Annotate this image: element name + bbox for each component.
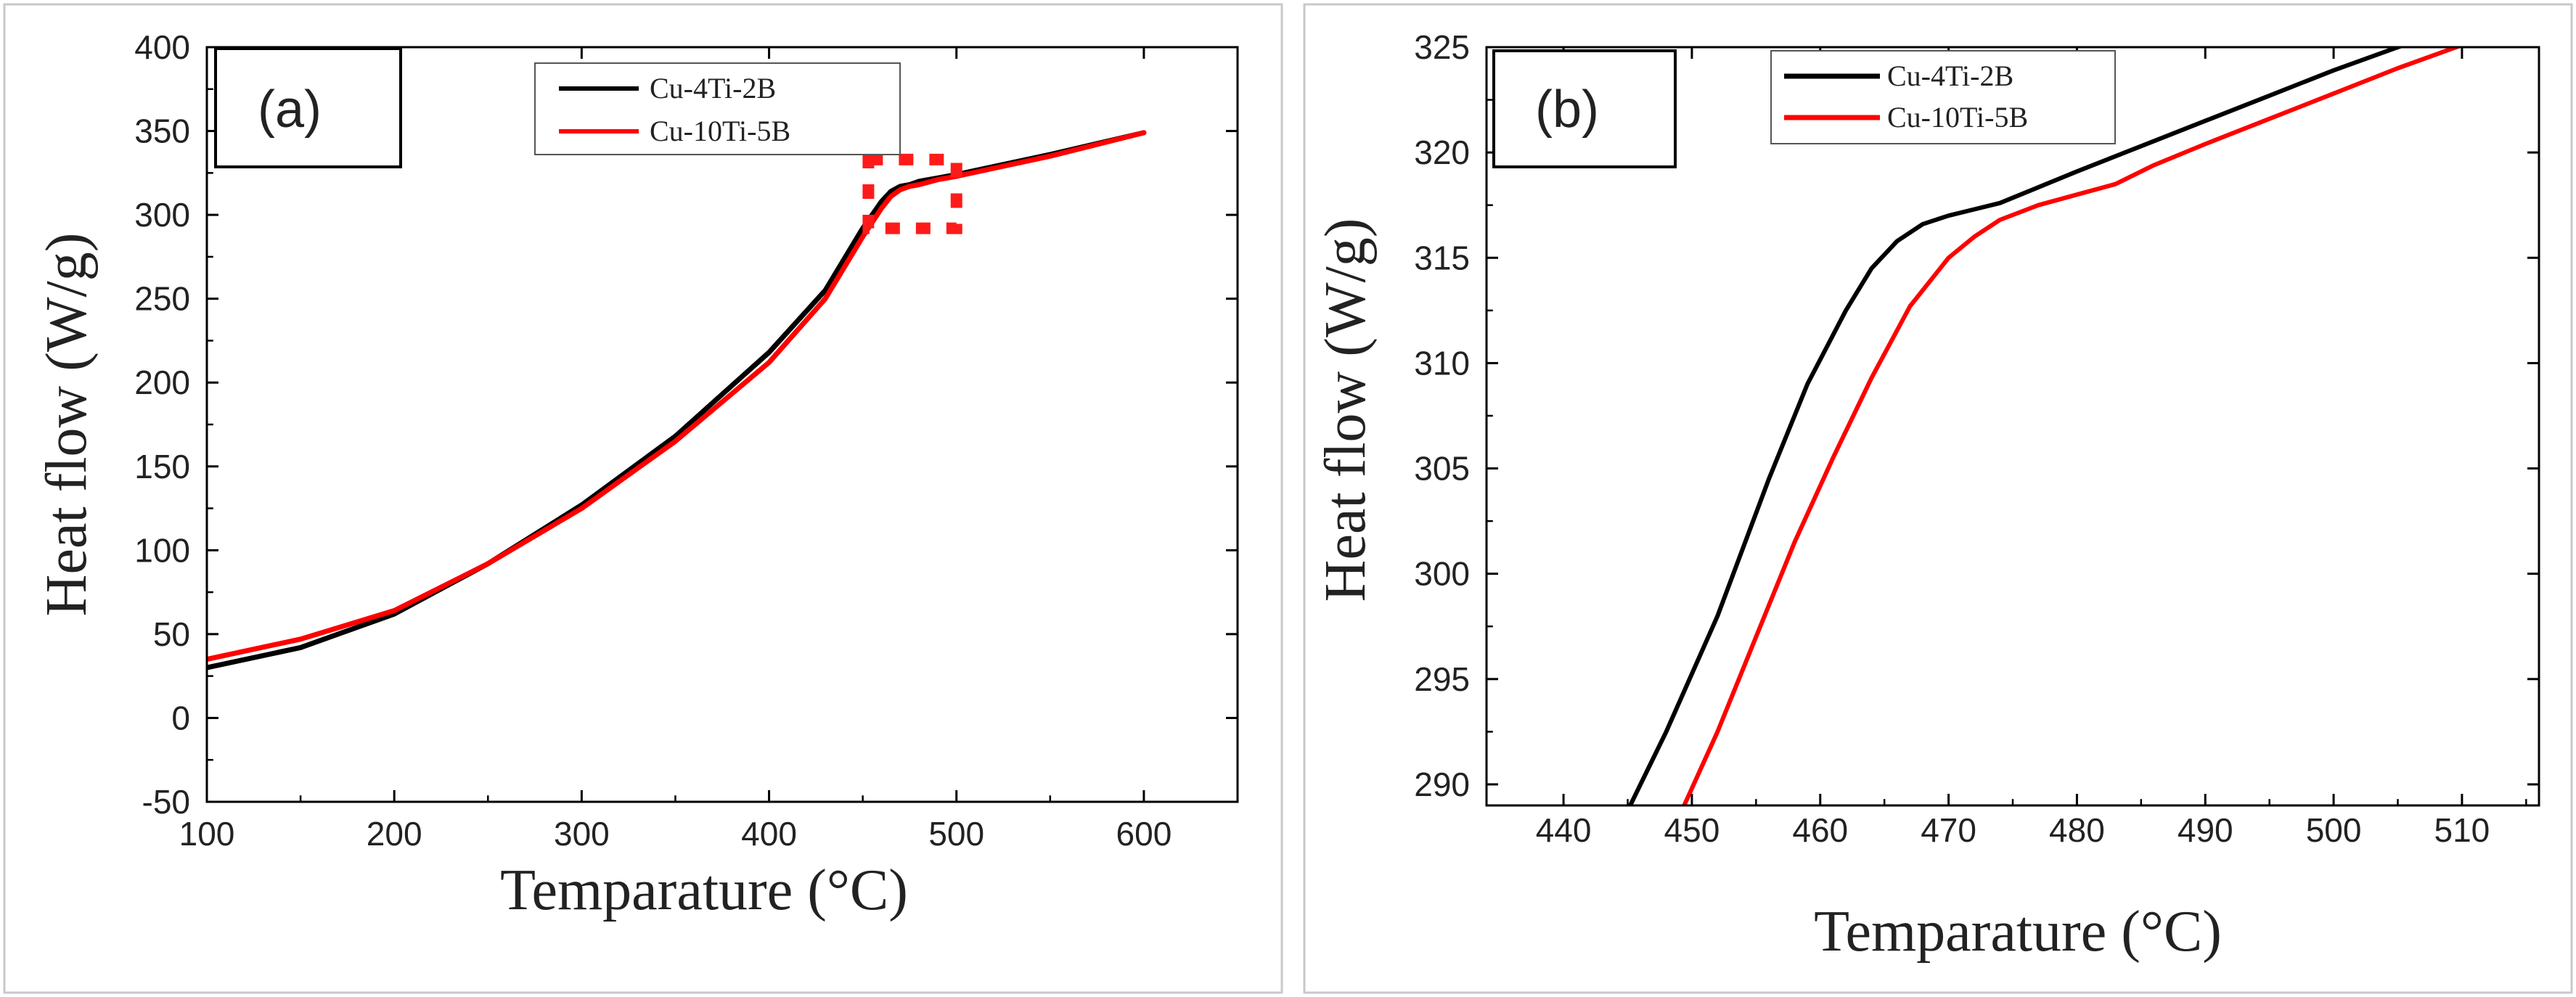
panel-a-y-axis-title: Heat flow (W/g)	[35, 233, 99, 617]
panel-a-tag: (a)	[258, 81, 322, 139]
panel-a-legend-label-2: Cu-10Ti-5B	[650, 115, 790, 147]
panel-a-y-tick-label--50: -50	[142, 783, 190, 821]
panel-a-highlight-rect	[862, 153, 962, 234]
panel-b-x-tick-label-510: 510	[2434, 811, 2490, 849]
panel-a-y-tick-label-0: 0	[171, 699, 190, 737]
panel-a-legend-label-1: Cu-4Ti-2B	[650, 72, 776, 104]
panel-b-x-tick-label-470: 470	[1921, 811, 1976, 849]
panel-a-x-tick-label-600: 600	[1116, 815, 1172, 853]
panel-a-legend-box	[534, 62, 901, 155]
panel-a-x-tick-label-100: 100	[179, 815, 235, 853]
panel-b-y-tick-label-305: 305	[1414, 450, 1470, 488]
panel-b-tag: (b)	[1535, 81, 1599, 139]
panel-b-y-tick-label-315: 315	[1414, 239, 1470, 276]
panel-b-x-tick-label-450: 450	[1664, 811, 1720, 849]
panel-b: 440 450 460 470 480 490 500 510 290 295 300 305 310 3…	[1303, 3, 2573, 994]
panel-b-frame	[1303, 3, 2573, 994]
panel-b-y-tick-label-290: 290	[1414, 766, 1470, 803]
panel-a-ticks: 100 200 300 400 500 600 -50 0 50 100 150 200 250 300 3…	[134, 28, 1239, 853]
panel-a-highlight-box	[862, 153, 962, 234]
panel-b-y-tick-label-295: 295	[1414, 660, 1470, 698]
panel-b-y-tick-label-325: 325	[1414, 28, 1470, 66]
panel-b-legend-label-1: Cu-4Ti-2B	[1887, 60, 2013, 92]
panel-b-x-tick-label-500: 500	[2306, 811, 2362, 849]
panel-a-x-tick-label-200: 200	[367, 815, 422, 853]
panel-a-x-tick-label-500: 500	[928, 815, 984, 853]
panel-b-series-line-2	[1682, 47, 2463, 805]
panel-a-legend: Cu-4Ti-2B Cu-10Ti-5B	[534, 62, 901, 155]
panel-b-y-tick-label-310: 310	[1414, 344, 1470, 382]
panel-a-tag-box	[214, 47, 402, 168]
panel-b-y-axis-title: Heat flow (W/g)	[1314, 218, 1378, 602]
panel-a-y-tick-label-150: 150	[134, 448, 190, 485]
panel-b-legend-label-2: Cu-10Ti-5B	[1887, 101, 2028, 134]
panel-a-frame	[3, 3, 1283, 994]
panel-b-x-tick-label-460: 460	[1792, 811, 1848, 849]
panel-b-y-tick-label-300: 300	[1414, 555, 1470, 593]
panel-b-x-tick-label-440: 440	[1536, 811, 1592, 849]
panel-a-y-tick-label-100: 100	[134, 531, 190, 569]
panel-b-series-line-1	[1628, 47, 2405, 805]
panel-a-y-tick-label-300: 300	[134, 196, 190, 234]
panel-a-y-tick-label-400: 400	[134, 28, 190, 66]
panel-a-x-tick-label-300: 300	[554, 815, 610, 853]
panel-b-y-tick-label-320: 320	[1414, 134, 1470, 171]
panel-b-x-axis-title: Temparature (°C)	[1814, 900, 2222, 964]
panel-b-series	[1628, 47, 2463, 805]
panel-a-y-tick-label-50: 50	[153, 615, 190, 653]
panel-a-y-tick-label-250: 250	[134, 280, 190, 318]
panel-b-ticks: 440 450 460 470 480 490 500 510 290 295 300 305 310 3…	[1414, 28, 2539, 849]
panel-b-legend: Cu-4Ti-2B Cu-10Ti-5B	[1770, 50, 2116, 144]
panel-a-x-axis-title: Temparature (°C)	[500, 858, 908, 922]
panel-a-y-tick-label-350: 350	[134, 112, 190, 150]
panel-b-tag-box	[1492, 49, 1677, 168]
panel-b-x-tick-label-480: 480	[2049, 811, 2105, 849]
panel-a-x-tick-label-400: 400	[741, 815, 797, 853]
panel-b-legend-box	[1770, 50, 2116, 144]
panel-b-x-tick-label-490: 490	[2178, 811, 2233, 849]
panel-a-y-tick-label-200: 200	[134, 364, 190, 401]
panel-a: 100 200 300 400 500 600 -50 0 50 100 150 200 250 300 3…	[3, 3, 1283, 994]
